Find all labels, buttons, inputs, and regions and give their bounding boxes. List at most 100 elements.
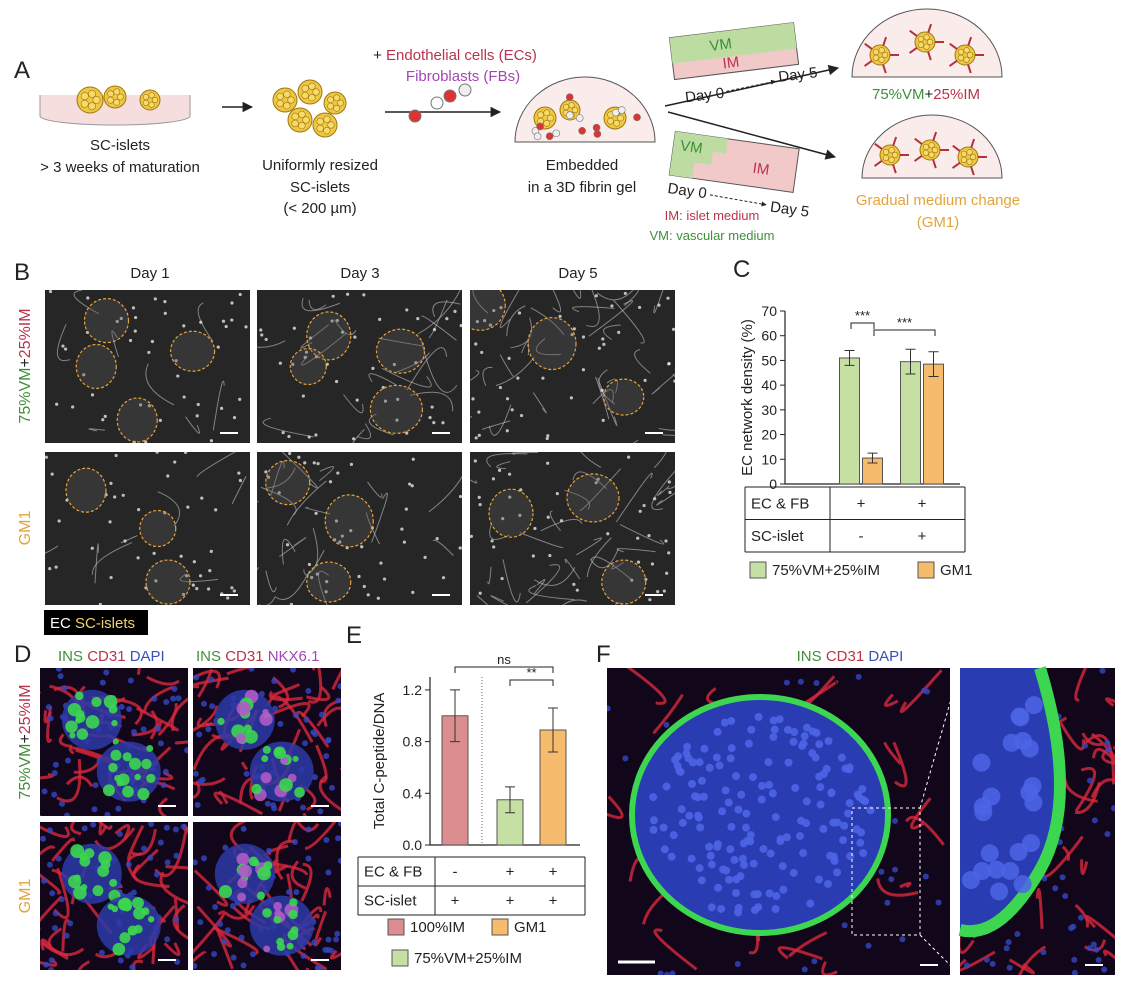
fiber — [506, 305, 526, 337]
fiber — [619, 524, 665, 545]
cell-dot — [118, 703, 125, 710]
fiber — [528, 585, 575, 601]
fiber — [532, 392, 547, 414]
fiber — [421, 341, 458, 393]
cell-dot — [1091, 817, 1098, 824]
nucleus — [732, 889, 741, 898]
cell-dot — [157, 839, 164, 846]
fiber — [1105, 697, 1115, 707]
cell-dot — [572, 327, 576, 331]
fiber — [94, 827, 136, 851]
fiber — [586, 290, 600, 327]
cell-dot — [405, 308, 409, 312]
cell-dot — [1003, 945, 1010, 952]
cell-dot — [318, 711, 325, 718]
cell-dot — [644, 577, 648, 581]
fiber — [318, 774, 341, 812]
fiber — [53, 867, 70, 920]
cell-dot — [103, 414, 107, 418]
cell-dot — [193, 674, 200, 681]
nucleus — [830, 856, 839, 865]
nucleus — [659, 823, 668, 832]
cell-dot — [667, 480, 671, 484]
nucleus — [683, 742, 692, 751]
cell-dot — [191, 583, 195, 587]
islet-cell — [316, 124, 324, 133]
ins-cell — [289, 898, 298, 907]
fiber — [534, 567, 576, 586]
image-background — [470, 452, 675, 605]
cell — [533, 132, 542, 141]
arrow — [667, 111, 837, 160]
islet-cell — [142, 99, 150, 107]
cell-dot — [57, 673, 64, 680]
significance-label: *** — [897, 315, 912, 330]
cell-dot — [501, 517, 505, 521]
cell-dot — [303, 716, 310, 723]
error-bar — [928, 351, 939, 377]
significance-bracket — [873, 329, 936, 336]
nucleus — [819, 824, 828, 833]
fiber — [40, 825, 70, 838]
fiber — [301, 298, 341, 312]
step-text: (< 200 µm) — [283, 200, 356, 217]
fiber — [632, 439, 639, 443]
cell-dot — [314, 965, 321, 970]
cell — [575, 114, 584, 122]
vessel — [951, 162, 961, 169]
ins-cell — [107, 903, 114, 910]
nucleus — [816, 800, 825, 809]
cell-dot — [300, 804, 307, 811]
im-part: 25%IM — [933, 86, 980, 103]
ins-cell — [75, 717, 82, 724]
cell-dot — [305, 687, 312, 694]
ins-cell — [146, 773, 156, 784]
table-cell: + — [506, 864, 515, 881]
cell-dot — [264, 470, 268, 474]
fiber — [196, 905, 232, 948]
nucleus — [671, 755, 680, 764]
islet-cell — [113, 88, 121, 96]
cell-dot — [474, 436, 478, 440]
zoom-line — [919, 667, 961, 809]
islet-cell — [276, 92, 284, 101]
cell-dot — [648, 598, 652, 602]
nucleus — [795, 832, 804, 841]
cell-dot — [423, 555, 427, 559]
cell-dot — [432, 328, 437, 332]
legend-swatch — [387, 918, 405, 936]
islet-cell — [148, 92, 155, 99]
cell-dot — [497, 468, 502, 472]
fiber — [656, 492, 675, 506]
fiber — [224, 904, 256, 920]
cell-dot — [81, 825, 88, 832]
cell-dot — [310, 575, 314, 580]
fiber — [275, 839, 296, 869]
vessel — [949, 42, 958, 50]
cell-dot — [182, 324, 186, 328]
nucleus — [772, 892, 781, 901]
cell-dot — [490, 539, 494, 543]
ins-cell — [262, 908, 272, 918]
nucleus — [1020, 739, 1039, 758]
stain-header: INS CD31 DAPI — [58, 648, 165, 665]
cell-dot — [264, 800, 271, 807]
cell-dot — [366, 593, 370, 597]
nucleus — [690, 792, 699, 801]
cell-dot — [175, 695, 182, 702]
cell-dot — [259, 328, 263, 332]
day-text: Day 5 — [769, 198, 810, 220]
cell-dot — [292, 839, 299, 846]
nucleus — [844, 809, 853, 818]
nucleus — [846, 852, 855, 861]
significance-bracket — [454, 666, 554, 673]
cell-dot — [48, 957, 55, 964]
nucleus — [695, 758, 704, 767]
panel-label: D — [14, 641, 31, 668]
cell-dot — [505, 397, 510, 401]
cell-dot — [260, 333, 264, 337]
cell-dot — [989, 960, 996, 967]
nucleus — [718, 807, 727, 816]
fiber — [502, 559, 521, 603]
fiber — [1083, 734, 1115, 785]
